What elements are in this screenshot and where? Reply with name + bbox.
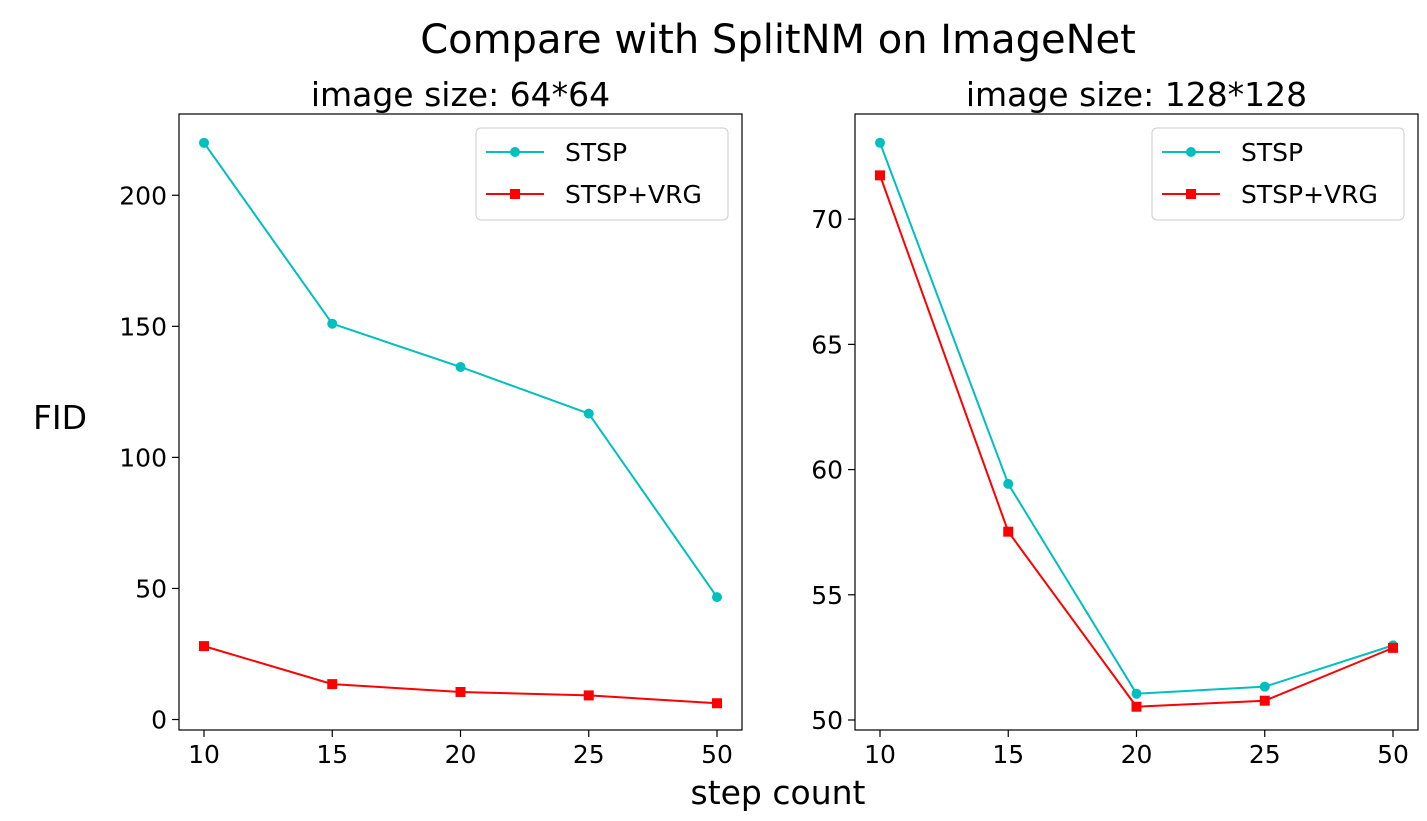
chart-panel-128: image size: 128*128 10 15 20 25 50 50 55 60 65 70 S… (811, 75, 1419, 769)
legend: STSP STSP+VRG (475, 127, 729, 221)
legend-marker (1186, 147, 1196, 157)
y-tick-label: 50 (135, 574, 167, 603)
data-point (199, 641, 209, 652)
data-point (1259, 681, 1270, 692)
legend-marker (510, 189, 520, 199)
y-tick-label: 50 (811, 706, 843, 735)
legend-label: STSP (1241, 138, 1303, 167)
y-tick-label: 70 (811, 205, 843, 234)
panel-title-64: image size: 64*64 (311, 75, 610, 114)
x-tick-label: 50 (1377, 740, 1409, 769)
data-point (712, 698, 722, 709)
x-tick-label: 25 (1249, 740, 1281, 769)
y-tick-label: 65 (811, 330, 843, 359)
y-tick-label: 55 (811, 581, 843, 610)
y-tick-label: 200 (119, 181, 167, 210)
x-tick-label: 20 (1121, 740, 1153, 769)
x-tick-label: 10 (188, 740, 220, 769)
x-tick-label: 10 (864, 740, 896, 769)
x-tick-label: 15 (316, 740, 348, 769)
legend-label: STSP+VRG (1241, 180, 1378, 209)
data-point (875, 137, 885, 148)
data-point (199, 137, 209, 148)
x-tick-label: 50 (701, 740, 733, 769)
data-point (455, 686, 466, 697)
axes-frame (854, 113, 1419, 731)
data-point (712, 592, 722, 603)
legend-label: STSP (565, 138, 627, 167)
data-point (1131, 688, 1142, 699)
legend-marker (510, 147, 520, 157)
data-point (1131, 701, 1142, 712)
data-point (875, 170, 885, 181)
axes-frame (178, 113, 743, 731)
data-point (1259, 695, 1270, 706)
x-tick-label: 20 (445, 740, 477, 769)
x-tick-label: 25 (573, 740, 605, 769)
data-point (455, 361, 466, 372)
legend-label: STSP+VRG (565, 180, 702, 209)
figure-title: Compare with SplitNM on ImageNet (420, 17, 1136, 63)
data-point (583, 408, 594, 419)
legend: STSP STSP+VRG (1151, 127, 1405, 221)
panel-title-128: image size: 128*128 (966, 75, 1307, 114)
y-tick-label: 0 (151, 706, 167, 735)
data-point (327, 679, 338, 690)
data-point (583, 690, 594, 701)
data-point (1003, 526, 1014, 537)
y-tick-label: 100 (119, 443, 167, 472)
y-axis-label: FID (33, 398, 87, 437)
chart-panel-64: image size: 64*64 10 15 20 25 50 0 50 100 150 200 S… (119, 75, 743, 769)
x-tick-label: 15 (992, 740, 1024, 769)
y-tick-label: 150 (119, 312, 167, 341)
y-tick-label: 60 (811, 456, 843, 485)
legend-marker (1186, 189, 1196, 199)
data-point (1388, 642, 1398, 653)
data-point (1003, 478, 1014, 489)
x-axis-label: step count (691, 773, 866, 812)
data-point (327, 318, 338, 329)
